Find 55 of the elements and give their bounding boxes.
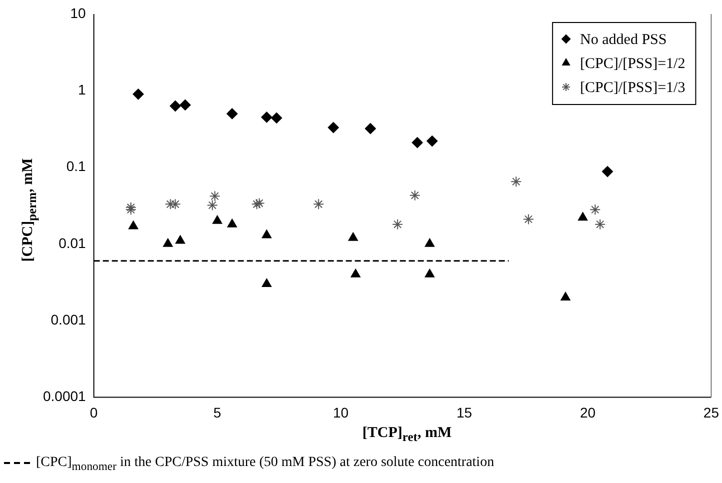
legend-label: [CPC]/[PSS]=1/3 <box>580 80 686 96</box>
y-tick-label: 0.001 <box>50 311 86 328</box>
point <box>163 238 173 247</box>
point <box>510 176 522 188</box>
point <box>271 112 282 124</box>
point <box>409 190 420 201</box>
point <box>313 198 324 210</box>
y-tick-label: 0.1 <box>66 158 86 174</box>
y-tick-label: 0.0001 <box>42 388 86 404</box>
x-tick-label: 20 <box>580 404 596 420</box>
point <box>227 218 237 228</box>
x-tick-label: 25 <box>703 404 720 420</box>
point <box>364 123 376 134</box>
x-tick-label: 10 <box>332 404 349 420</box>
point <box>262 278 272 287</box>
point <box>206 200 218 211</box>
y-tick-label: 0.01 <box>58 234 86 251</box>
legend-label: [CPC]/[PSS]=1/2 <box>580 56 686 72</box>
point <box>251 198 262 210</box>
legend-label: No added PSS <box>580 32 667 48</box>
point <box>254 198 265 209</box>
point <box>128 220 138 230</box>
x-axis-title: [TCP]$_{ret}$, mM <box>362 425 452 445</box>
point <box>426 136 438 147</box>
point <box>560 292 570 300</box>
x-tick-label: 5 <box>213 404 222 420</box>
point <box>170 100 181 112</box>
point <box>261 112 272 123</box>
point <box>125 202 136 213</box>
x-tick-label: 0 <box>90 404 98 420</box>
point <box>348 232 358 241</box>
point <box>262 230 272 238</box>
point <box>212 215 222 224</box>
point <box>392 218 404 230</box>
point <box>226 108 238 120</box>
point <box>412 137 423 148</box>
point <box>164 198 176 210</box>
point <box>590 204 601 216</box>
point <box>328 122 339 134</box>
point <box>132 88 144 100</box>
point <box>424 268 435 278</box>
point <box>125 204 136 216</box>
y-tick-label: 1 <box>78 82 86 98</box>
point <box>594 218 606 230</box>
y-tick-label: 10 <box>70 4 86 21</box>
point <box>578 212 588 221</box>
point <box>522 214 534 225</box>
text: [CPC]$_{monomer}$ in the CPC/PSS mixture (50 mM PSS) at zero solute concentration <box>36 455 494 473</box>
point <box>350 268 360 278</box>
point <box>424 238 435 247</box>
point <box>175 235 186 244</box>
point <box>209 190 220 202</box>
x-tick-label: 15 <box>456 404 472 420</box>
point <box>180 99 191 110</box>
point <box>602 166 613 178</box>
